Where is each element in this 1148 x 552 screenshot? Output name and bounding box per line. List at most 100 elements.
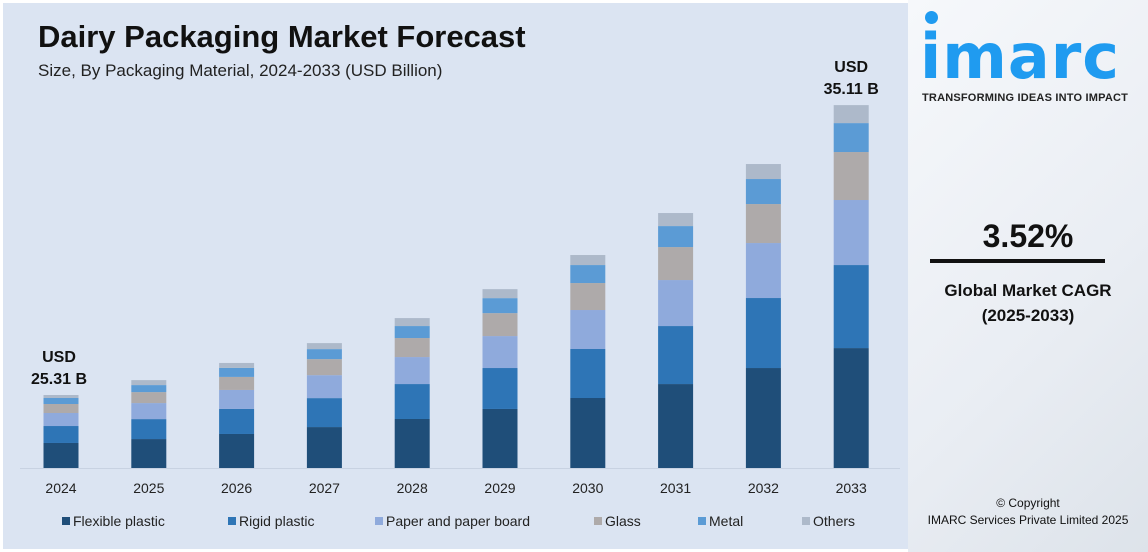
x-tick-label: 2029 — [484, 480, 515, 496]
bar-segment-rigid-plastic-2026 — [219, 408, 255, 434]
x-tick-label: 2033 — [836, 480, 867, 496]
bar-segment-others-2030 — [570, 255, 606, 266]
bar-segment-others-2024 — [43, 395, 79, 399]
bar-segment-others-2033 — [833, 105, 869, 124]
bar-segment-others-2032 — [745, 164, 781, 180]
bar-segment-flexible-plastic-2024 — [43, 442, 79, 468]
bar-segment-paper-and-paper-board-2030 — [570, 310, 606, 349]
bar-segment-flexible-plastic-2026 — [219, 433, 255, 468]
bar-segment-glass-2024 — [43, 404, 79, 413]
copyright-line2: IMARC Services Private Limited 2025 — [927, 513, 1129, 527]
total-label-usd: USD — [834, 59, 868, 76]
legend-label: Glass — [605, 513, 641, 529]
chart-subtitle: Size, By Packaging Material, 2024-2033 (… — [38, 61, 443, 80]
total-label-usd: USD — [42, 349, 76, 366]
bar-segment-glass-2030 — [570, 283, 606, 311]
x-tick-label: 2027 — [309, 480, 340, 496]
legend-swatch — [62, 517, 70, 525]
imarc-logo: imarc — [920, 20, 1121, 93]
bar-segment-flexible-plastic-2027 — [306, 427, 342, 468]
logo-dot-icon — [925, 11, 938, 24]
cagr-divider — [930, 259, 1105, 263]
x-tick-label: 2024 — [45, 480, 76, 496]
bar-segment-flexible-plastic-2032 — [745, 368, 781, 468]
bar-segment-rigid-plastic-2029 — [482, 368, 518, 409]
bar-segment-rigid-plastic-2025 — [131, 419, 167, 440]
bar-segment-rigid-plastic-2027 — [306, 398, 342, 428]
bar-segment-glass-2029 — [482, 313, 518, 337]
bar-segment-rigid-plastic-2031 — [658, 326, 694, 385]
bar-segment-flexible-plastic-2025 — [131, 439, 167, 468]
chart-title: Dairy Packaging Market Forecast — [38, 19, 526, 54]
bar-segment-glass-2027 — [306, 359, 342, 376]
bar-segment-flexible-plastic-2033 — [833, 348, 869, 468]
bar-segment-others-2026 — [219, 362, 255, 368]
legend-label: Others — [813, 513, 855, 529]
total-label-value: 25.31 B — [31, 371, 87, 388]
bar-segment-metal-2030 — [570, 265, 606, 284]
total-label-value: 35.11 B — [824, 81, 879, 98]
bar-segment-others-2029 — [482, 289, 518, 299]
bar-segment-rigid-plastic-2032 — [745, 298, 781, 369]
legend-label: Paper and paper board — [386, 513, 530, 529]
bar-segment-metal-2032 — [745, 179, 781, 205]
copyright-line1: © Copyright — [996, 496, 1060, 510]
cagr-label: Global Market CAGR (2025-2033) — [908, 278, 1148, 328]
bar-segment-others-2027 — [306, 343, 342, 350]
cagr-value: 3.52% — [982, 218, 1074, 254]
bar-segment-paper-and-paper-board-2027 — [306, 375, 342, 399]
bar-segment-metal-2024 — [43, 398, 79, 405]
legend-swatch — [594, 517, 602, 525]
legend-label: Rigid plastic — [239, 513, 314, 529]
bar-segment-metal-2033 — [833, 123, 869, 153]
legend-swatch — [698, 517, 706, 525]
bar-segment-glass-2032 — [745, 204, 781, 244]
bar-segment-rigid-plastic-2024 — [43, 426, 79, 443]
bar-segment-rigid-plastic-2030 — [570, 348, 606, 399]
bar-segment-metal-2026 — [219, 367, 255, 377]
bar-segment-others-2031 — [658, 213, 694, 227]
bar-segment-paper-and-paper-board-2028 — [394, 357, 430, 385]
legend-swatch — [375, 517, 383, 525]
bar-segment-paper-and-paper-board-2033 — [833, 200, 869, 266]
legend-label: Flexible plastic — [73, 513, 165, 529]
bar-segment-metal-2027 — [306, 349, 342, 360]
bar-segment-flexible-plastic-2031 — [658, 384, 694, 468]
stacked-bar-chart: 2024 2025 2026 2027 2028 2029 2030 2031 2032 2033… — [20, 59, 900, 529]
bar-segment-glass-2033 — [833, 152, 869, 201]
x-tick-label: 2031 — [660, 480, 691, 496]
bar-segment-rigid-plastic-2028 — [394, 384, 430, 419]
x-tick-label: 2032 — [748, 480, 779, 496]
bar-segment-metal-2028 — [394, 326, 430, 339]
copyright: © Copyright IMARC Services Private Limit… — [908, 495, 1148, 529]
bar-segment-paper-and-paper-board-2025 — [131, 403, 167, 420]
x-tick-label: 2028 — [397, 480, 428, 496]
bar-segment-paper-and-paper-board-2031 — [658, 280, 694, 327]
bar-segment-metal-2031 — [658, 226, 694, 248]
legend-label: Metal — [709, 513, 743, 529]
bar-segment-glass-2031 — [658, 247, 694, 281]
bar-segment-metal-2025 — [131, 385, 167, 393]
bar-segment-glass-2028 — [394, 338, 430, 358]
bar-segment-paper-and-paper-board-2032 — [745, 243, 781, 299]
legend-swatch — [802, 517, 810, 525]
cagr-label-line2: (2025-2033) — [981, 306, 1075, 325]
bar-segment-paper-and-paper-board-2029 — [482, 336, 518, 369]
bar-segment-flexible-plastic-2029 — [482, 408, 518, 468]
bar-segment-rigid-plastic-2033 — [833, 265, 869, 349]
legend-swatch — [228, 517, 236, 525]
side-panel: imarc TRANSFORMING IDEAS INTO IMPACT 3.5… — [908, 0, 1148, 552]
cagr-label-line1: Global Market CAGR — [944, 281, 1112, 300]
bar-segment-metal-2029 — [482, 298, 518, 314]
bar-segment-others-2028 — [394, 318, 430, 327]
bar-segment-paper-and-paper-board-2024 — [43, 412, 79, 427]
bar-segment-paper-and-paper-board-2026 — [219, 389, 255, 409]
logo-tagline: TRANSFORMING IDEAS INTO IMPACT — [922, 92, 1129, 104]
bar-segment-others-2025 — [131, 380, 167, 386]
bar-segment-glass-2026 — [219, 376, 255, 390]
bar-segment-glass-2025 — [131, 392, 167, 404]
x-tick-label: 2030 — [572, 480, 603, 496]
bar-segment-flexible-plastic-2028 — [394, 418, 430, 468]
bar-segment-flexible-plastic-2030 — [570, 398, 606, 468]
